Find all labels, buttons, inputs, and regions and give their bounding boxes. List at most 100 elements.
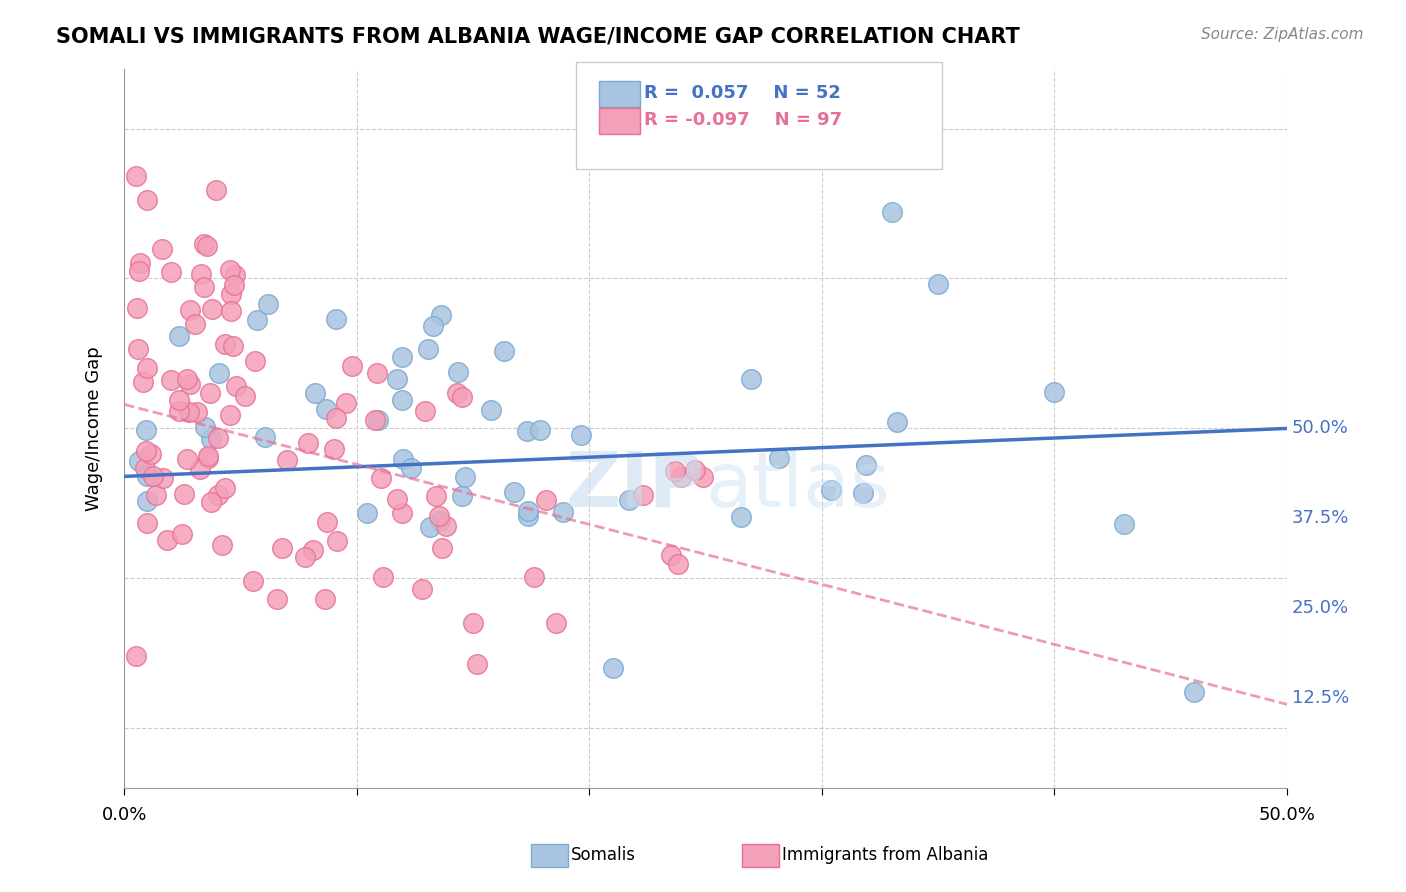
Point: [852, 485, 875, 500]
Point: [225, 379, 247, 393]
Point: [197, 450, 219, 464]
Point: [128, 264, 150, 278]
Point: [136, 516, 159, 531]
Point: [134, 461, 156, 475]
Point: [155, 533, 177, 547]
Point: [335, 395, 357, 409]
Point: [253, 430, 276, 444]
Point: [200, 432, 222, 446]
Point: [136, 194, 159, 208]
Text: ZIP: ZIP: [567, 449, 706, 523]
Point: [125, 649, 148, 664]
Point: [170, 526, 193, 541]
Point: [195, 239, 218, 253]
Point: [425, 489, 447, 503]
Point: [139, 447, 162, 461]
Point: [685, 463, 707, 477]
Point: [127, 342, 149, 356]
Point: [1114, 517, 1136, 532]
Point: [222, 339, 245, 353]
Point: [523, 570, 546, 584]
Point: [294, 549, 316, 564]
Point: [125, 169, 148, 184]
Point: [224, 277, 246, 292]
Point: [173, 486, 195, 500]
Point: [276, 453, 298, 467]
Point: [214, 336, 236, 351]
Point: [391, 351, 413, 365]
Point: [219, 408, 242, 422]
Point: [740, 372, 762, 386]
Point: [569, 428, 592, 442]
Point: [371, 570, 394, 584]
Point: [314, 591, 336, 606]
Point: [322, 442, 344, 456]
Text: 25.0%: 25.0%: [1292, 599, 1348, 617]
Point: [450, 489, 472, 503]
Point: [768, 450, 790, 465]
Point: [128, 454, 150, 468]
Point: [245, 354, 267, 368]
Point: [454, 470, 477, 484]
Point: [235, 389, 257, 403]
Point: [366, 366, 388, 380]
Point: [132, 375, 155, 389]
Point: [855, 458, 877, 472]
Point: [419, 520, 441, 534]
Point: [401, 460, 423, 475]
Point: [136, 469, 159, 483]
Point: [127, 301, 149, 315]
Point: [179, 303, 201, 318]
Point: [214, 481, 236, 495]
Point: [304, 386, 326, 401]
Point: [391, 392, 413, 407]
Point: [391, 506, 413, 520]
Point: [266, 592, 288, 607]
Point: [129, 255, 152, 269]
Point: [886, 415, 908, 429]
Point: [205, 183, 228, 197]
Point: [200, 495, 222, 509]
Point: [631, 488, 654, 502]
Point: [1043, 385, 1066, 400]
Point: [152, 471, 174, 485]
Point: [315, 402, 337, 417]
Point: [447, 365, 470, 379]
Point: [197, 451, 219, 466]
Point: [429, 309, 451, 323]
Point: [668, 557, 690, 571]
Point: [208, 366, 231, 380]
Point: [184, 317, 207, 331]
Point: [167, 392, 190, 407]
Point: [207, 432, 229, 446]
Point: [529, 423, 551, 437]
Point: [451, 390, 474, 404]
Point: [432, 541, 454, 555]
Point: [664, 464, 686, 478]
Text: atlas: atlas: [706, 449, 890, 523]
Point: [661, 548, 683, 562]
Text: Immigrants from Albania: Immigrants from Albania: [782, 847, 988, 864]
Point: [446, 385, 468, 400]
Point: [142, 469, 165, 483]
Text: 37.5%: 37.5%: [1292, 509, 1350, 527]
Point: [356, 507, 378, 521]
Point: [461, 615, 484, 630]
Y-axis label: Wage/Income Gap: Wage/Income Gap: [86, 346, 103, 511]
Point: [188, 461, 211, 475]
Point: [416, 343, 439, 357]
Point: [145, 487, 167, 501]
Point: [179, 376, 201, 391]
Point: [367, 413, 389, 427]
Text: 50.0%: 50.0%: [1292, 419, 1348, 437]
Point: [820, 483, 842, 497]
Point: [1182, 685, 1205, 699]
Text: 50.0%: 50.0%: [1258, 806, 1316, 824]
Point: [167, 329, 190, 343]
Point: [602, 661, 624, 675]
Point: [422, 318, 444, 333]
Point: [385, 492, 408, 507]
Point: [544, 615, 567, 630]
Point: [503, 485, 526, 500]
Text: R =  0.057    N = 52: R = 0.057 N = 52: [644, 84, 841, 102]
